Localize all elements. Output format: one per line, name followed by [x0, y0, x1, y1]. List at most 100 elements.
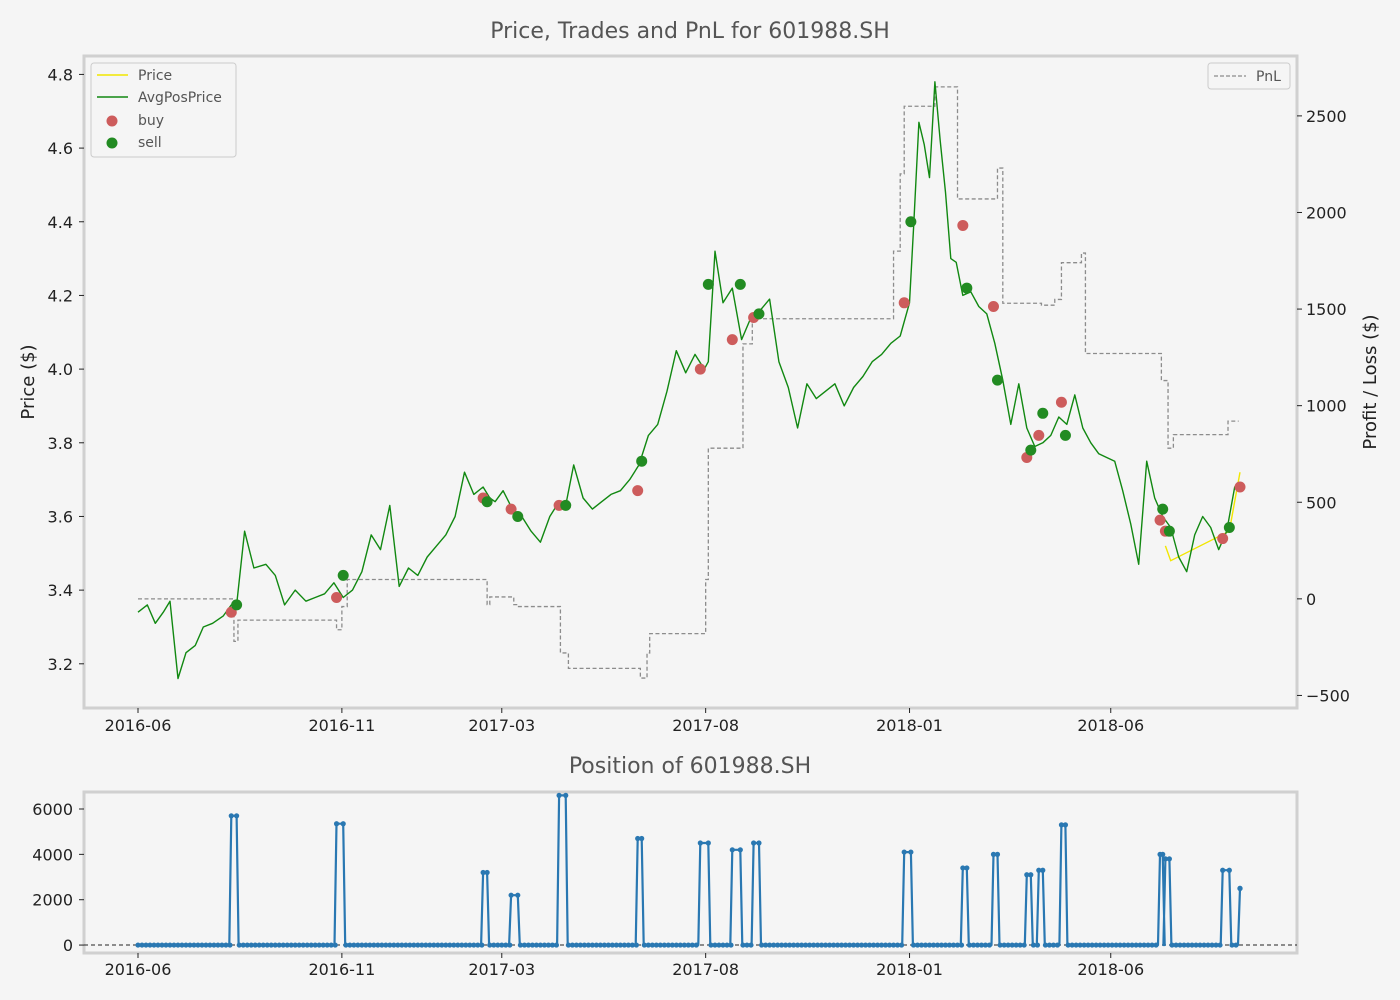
price-tick-label: 3.6 [48, 507, 73, 526]
position-point [1097, 942, 1103, 948]
position-tick-label: 6000 [32, 800, 73, 819]
position-point [507, 942, 513, 948]
position-point [529, 942, 536, 948]
sell-marker [481, 496, 493, 508]
position-point [508, 892, 514, 898]
position-point [191, 942, 197, 948]
position-x-tick-label: 2018-01 [876, 960, 943, 979]
position-point [653, 942, 659, 948]
position-point [740, 942, 746, 948]
pnl-tick-label: −500 [1306, 686, 1350, 705]
position-point [862, 942, 869, 948]
position-point [918, 942, 925, 948]
position-point [621, 942, 627, 948]
position-point [689, 942, 695, 948]
position-point [143, 942, 149, 948]
position-point [1197, 942, 1203, 948]
legend-avgpos-label: AvgPosPrice [138, 90, 222, 106]
position-point [1117, 942, 1123, 948]
position-point [363, 942, 369, 948]
position-point [435, 942, 441, 948]
position-point [842, 942, 849, 948]
buy-marker [957, 219, 969, 231]
position-point [635, 835, 641, 842]
position-point [593, 942, 599, 948]
position-point [332, 942, 338, 948]
position-point [1133, 942, 1139, 948]
position-point [236, 942, 242, 948]
position-point [415, 942, 421, 948]
pnl-tick-label: 2000 [1306, 203, 1347, 222]
position-point [922, 942, 929, 948]
position-point [1054, 942, 1061, 948]
position-point [244, 942, 250, 948]
position-point [1160, 851, 1166, 857]
position-point [898, 942, 905, 948]
position-point [1021, 942, 1027, 948]
position-point [151, 942, 157, 948]
position-point [958, 942, 965, 948]
position-point [990, 851, 997, 857]
position-point [1005, 942, 1011, 948]
position-point [744, 942, 750, 948]
position-point [661, 942, 667, 948]
main-legend-box [90, 62, 237, 158]
position-point [609, 942, 615, 948]
position-point [1028, 872, 1034, 878]
position-y-axis-ticks: 0 2000 4000 6000 [32, 800, 84, 955]
position-point [292, 942, 298, 948]
position-point [199, 942, 205, 948]
position-point [475, 942, 481, 948]
buy-marker [632, 485, 644, 497]
position-point [1209, 942, 1215, 948]
position-point [1229, 942, 1235, 948]
position-point [499, 942, 505, 948]
position-point [252, 942, 258, 948]
legend-price-label: Price [138, 68, 172, 84]
position-point [795, 942, 801, 948]
position-point [439, 942, 445, 948]
buy-marker [694, 363, 706, 375]
price-tick-label: 3.8 [48, 434, 73, 453]
position-point [1162, 856, 1168, 862]
position-point [1169, 942, 1175, 948]
position-point [467, 942, 473, 948]
position-point [1036, 867, 1042, 873]
position-x-tick-label: 2016-11 [308, 960, 375, 979]
position-point [712, 942, 718, 948]
position-point [340, 821, 346, 827]
position-point [818, 942, 825, 948]
sell-marker [991, 374, 1003, 386]
position-point [484, 869, 490, 876]
position-point [1073, 942, 1079, 948]
position-point [451, 942, 457, 948]
position-point [227, 942, 233, 948]
position-point [320, 942, 326, 948]
position-point [1185, 942, 1191, 948]
position-point [545, 942, 552, 948]
position-point [826, 942, 833, 948]
position-point [443, 942, 449, 948]
position-point [171, 942, 177, 948]
trade-markers-layer [225, 216, 1246, 618]
pnl-line [138, 86, 1239, 679]
position-point [1137, 942, 1143, 948]
position-point [767, 942, 773, 948]
position-point [966, 942, 973, 948]
position-point [649, 942, 655, 948]
main-x-tick-label: 2018-01 [876, 716, 943, 735]
position-point [930, 942, 937, 948]
sell-marker [753, 308, 765, 320]
position-point [942, 942, 949, 948]
position-point [724, 942, 730, 948]
position-point [1069, 942, 1075, 948]
price-line [1164, 472, 1241, 562]
position-point [756, 840, 762, 846]
pnl-series-layer [138, 86, 1239, 679]
position-point [359, 942, 365, 948]
pnl-tick-label: 1500 [1306, 300, 1347, 319]
position-point [910, 942, 917, 948]
position-point [771, 942, 777, 948]
position-point [1201, 942, 1207, 948]
position-point [1173, 942, 1179, 948]
